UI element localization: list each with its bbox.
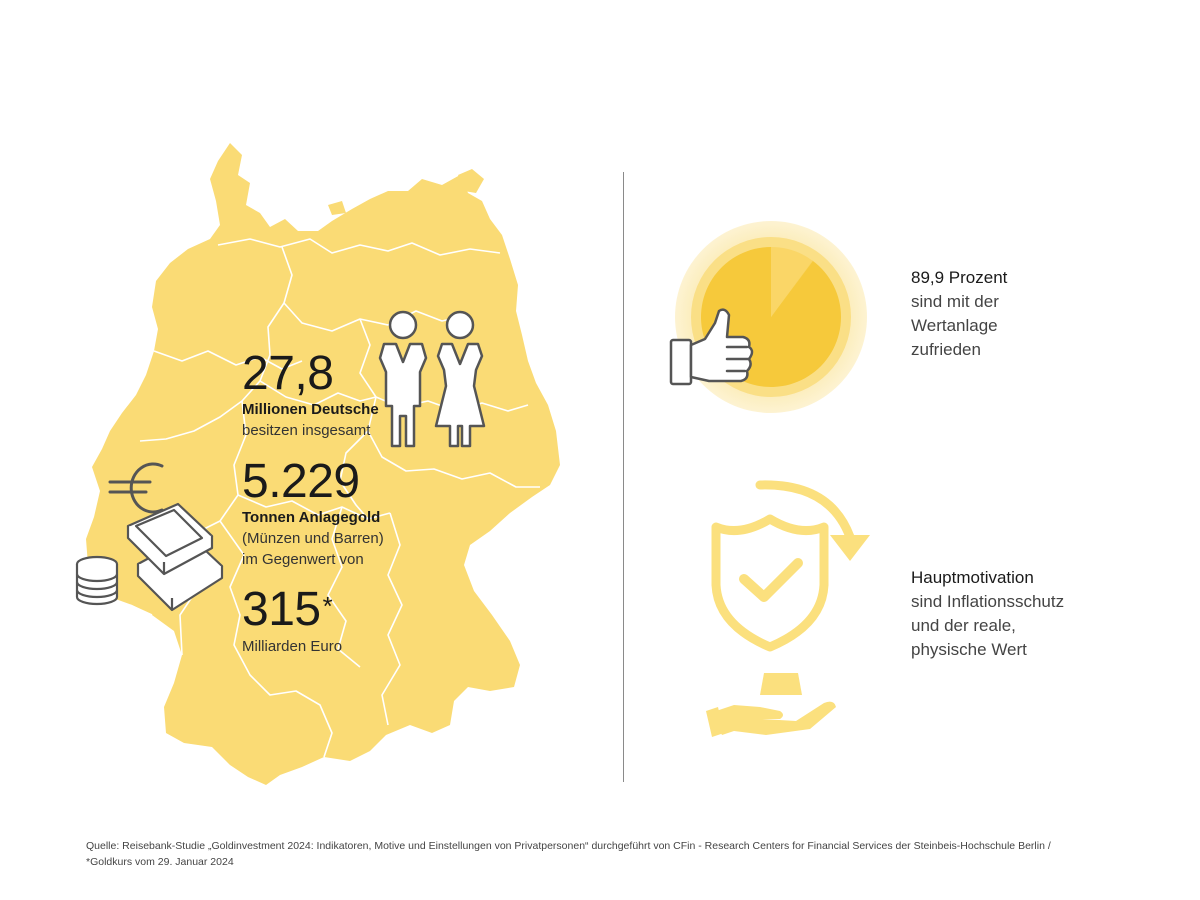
satisfaction-block: 89,9 Prozent sind mit der Wertanlage zuf… [911, 266, 1171, 362]
source-line: Quelle: Reisebank-Studie „Goldinvestment… [86, 840, 1051, 852]
hand-icon [710, 701, 836, 735]
check-mark [739, 558, 803, 602]
stat-owners-title: Millionen Deutsche [242, 401, 379, 418]
stat-value-number-text: 315 [242, 583, 321, 636]
stat-owners: 27,8 Millionen Deutsche besitzen insgesa… [242, 350, 379, 441]
fehmarn-island [328, 201, 346, 215]
motivation-block: Hauptmotivation sind Inflationsschutz un… [911, 566, 1171, 662]
germany-map-shape [86, 143, 560, 785]
coin-stack-icon [75, 555, 119, 606]
shield-check-icon [706, 480, 870, 737]
satisfaction-title: 89,9 Prozent [911, 268, 1008, 287]
arrow-icon [755, 480, 855, 542]
stat-owners-line-1: besitzen insgesamt [242, 422, 371, 439]
stat-value-number: 315* [242, 586, 342, 634]
arrow-head-icon [830, 535, 870, 561]
vertical-divider [623, 172, 624, 782]
hand-cuff-icon [706, 707, 724, 737]
satisfaction-line-3: zufrieden [911, 340, 981, 359]
woman-icon [434, 310, 486, 448]
gold-bars-icon [126, 502, 224, 612]
stat-tonnes-line-2: im Gegenwert von [242, 551, 364, 568]
stat-tonnes-title: Tonnen Anlagegold [242, 509, 381, 526]
stat-value: 315* Milliarden Euro [242, 586, 342, 657]
stat-owners-value: 27,8 [242, 347, 334, 400]
motivation-line-1: sind Inflationsschutz [911, 592, 1065, 611]
source-footer: Quelle: Reisebank-Studie „Goldinvestment… [86, 836, 1156, 868]
gold-bar-icon [760, 673, 802, 695]
motivation-line-3: physische Wert [911, 640, 1027, 659]
thumbs-up-icon [669, 308, 754, 386]
pie-chart-icon [669, 221, 867, 413]
germany-map [86, 143, 560, 785]
stat-value-line-1: Milliarden Euro [242, 638, 343, 655]
gold-price-note: *Goldkurs vom 29. Januar 2024 [86, 856, 234, 868]
stat-tonnes: 5.229 Tonnen Anlagegold (Münzen und Barr… [242, 458, 384, 570]
shield-outline [711, 514, 829, 652]
gold-illustration [75, 462, 224, 612]
pie-slice-highlight [771, 247, 813, 317]
satisfaction-line-2: Wertanlage [911, 316, 998, 335]
motivation-line-2: und der reale, [911, 616, 1016, 635]
stat-tonnes-value: 5.229 [242, 455, 360, 508]
satisfaction-line-1: sind mit der [911, 292, 999, 311]
people-icons [378, 310, 486, 448]
motivation-title: Hauptmotivation [911, 568, 1034, 587]
rugen-island [458, 169, 484, 193]
stat-tonnes-line-1: (Münzen und Barren) [242, 530, 384, 547]
man-icon [378, 310, 428, 448]
euro-icon [108, 462, 164, 514]
stat-value-asterisk: * [322, 591, 333, 621]
